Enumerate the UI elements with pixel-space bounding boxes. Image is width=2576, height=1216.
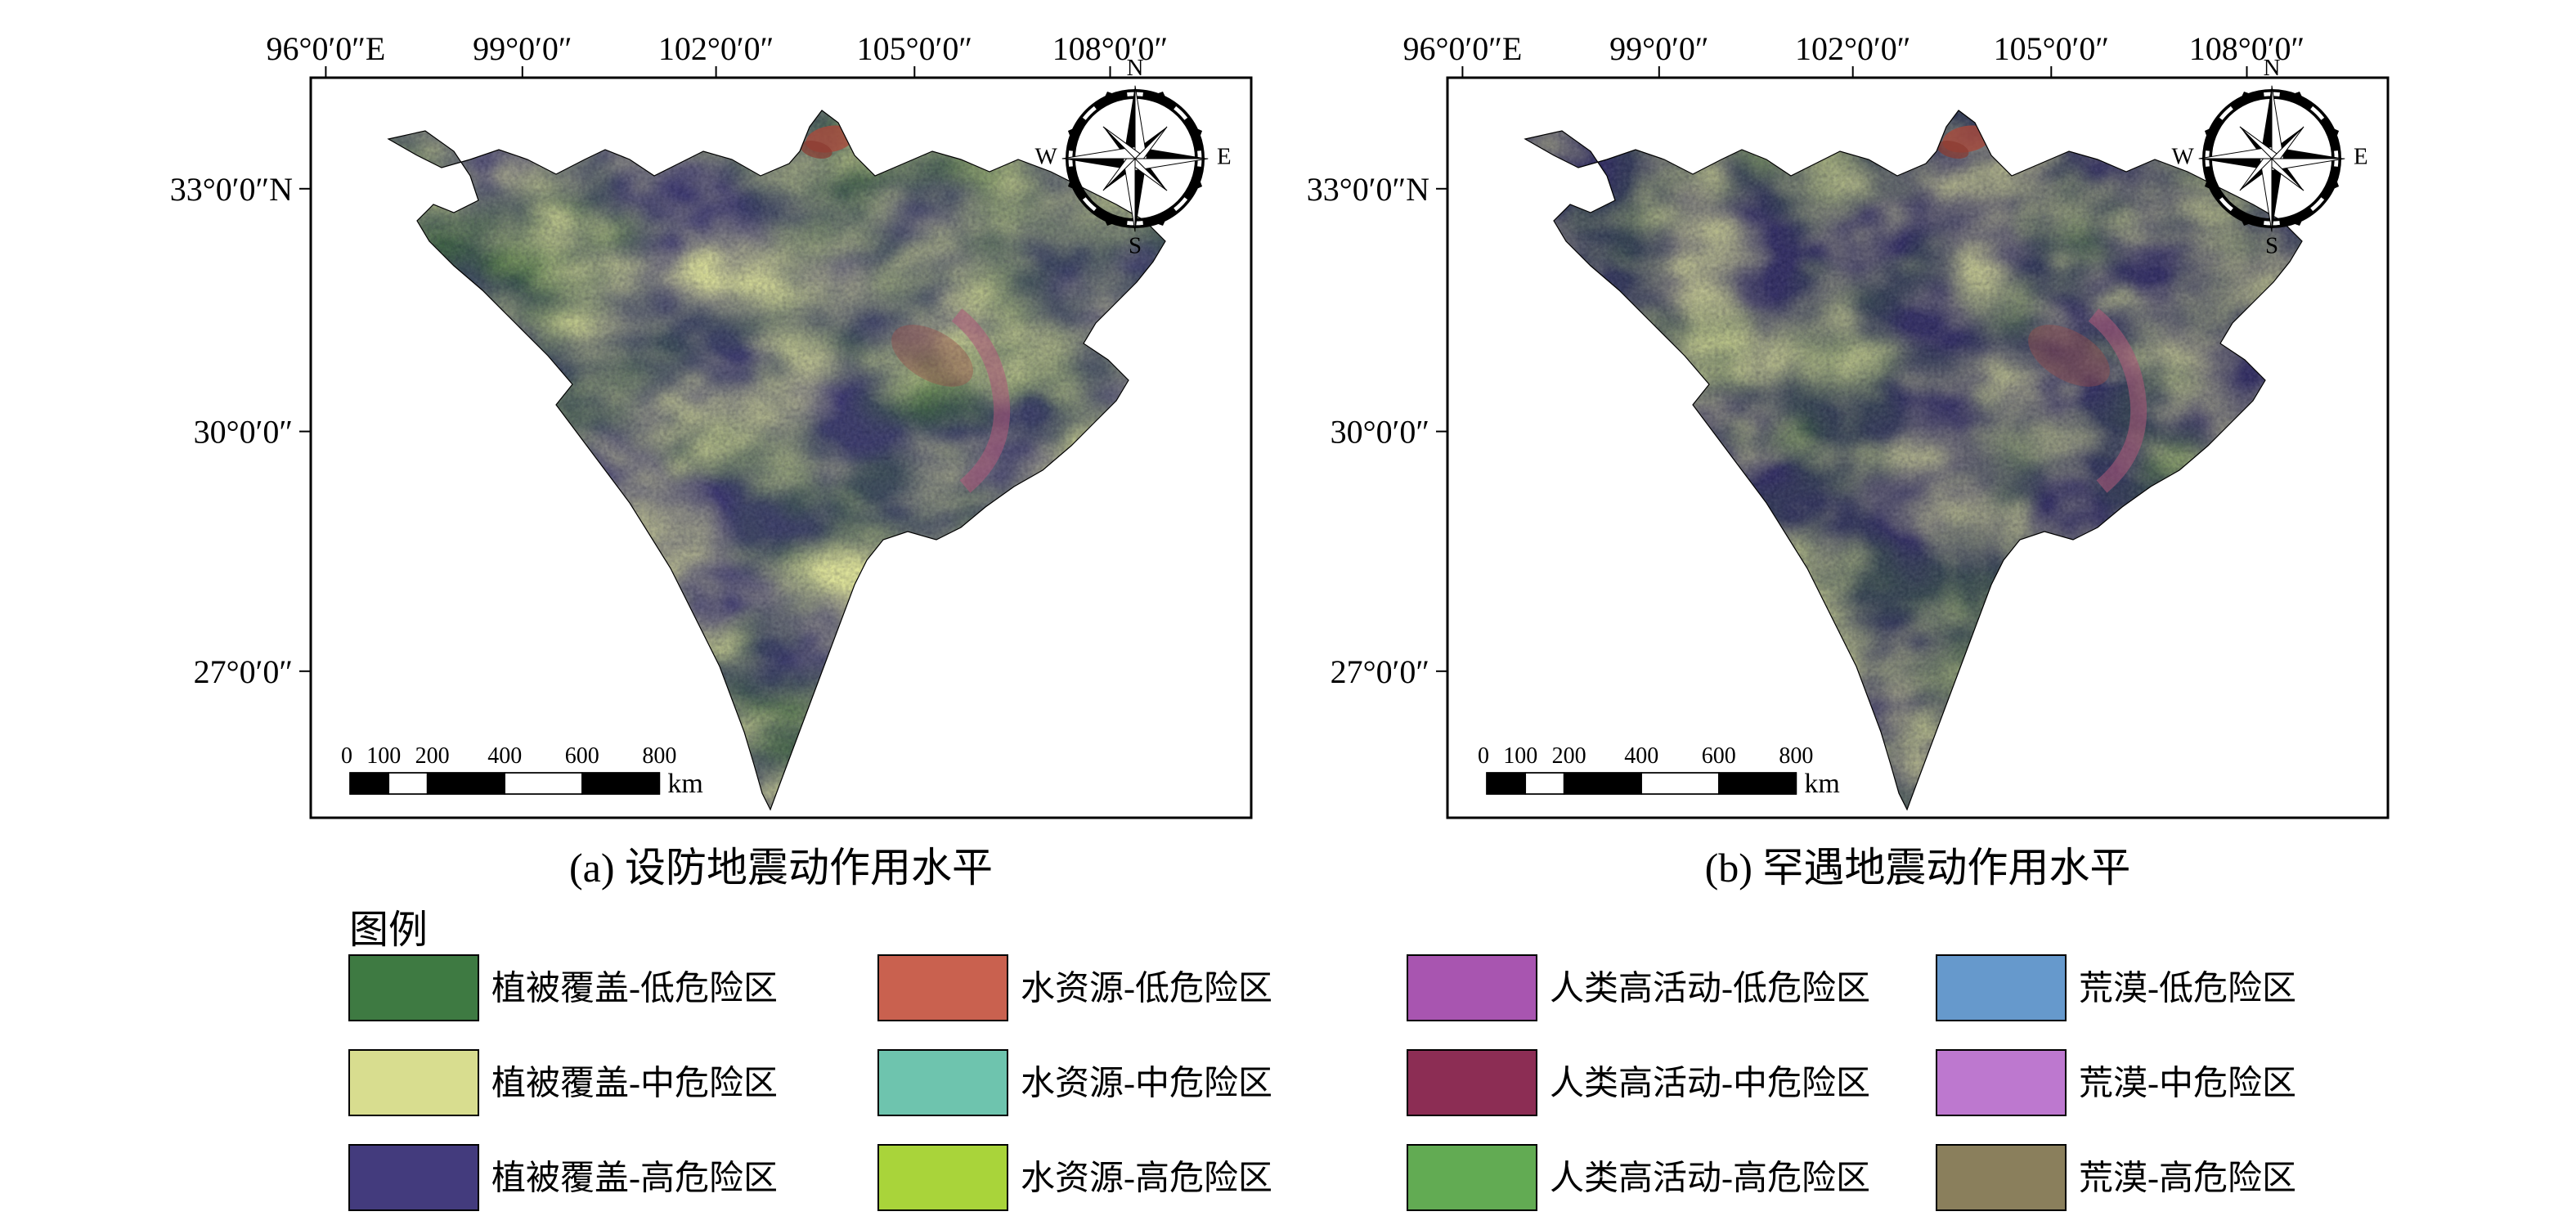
svg-text:N: N (1127, 55, 1144, 81)
svg-text:400: 400 (1624, 743, 1658, 769)
svg-text:800: 800 (642, 743, 676, 769)
svg-text:水资源-高危险区: 水资源-高危险区 (1021, 1159, 1272, 1197)
svg-text:W: W (2172, 144, 2195, 170)
svg-text:27°0′0″: 27°0′0″ (194, 653, 293, 690)
svg-text:96°0′0″E: 96°0′0″E (1402, 30, 1522, 67)
svg-text:N: N (2264, 55, 2281, 81)
svg-text:人类高活动-高危险区: 人类高活动-高危险区 (1550, 1159, 1870, 1197)
svg-text:30°0′0″: 30°0′0″ (194, 414, 293, 451)
svg-text:0: 0 (1478, 743, 1489, 769)
svg-text:水资源-低危险区: 水资源-低危险区 (1021, 969, 1272, 1007)
svg-text:108°0′0″: 108°0′0″ (1052, 30, 1168, 67)
svg-text:27°0′0″: 27°0′0″ (1331, 653, 1429, 690)
svg-text:人类高活动-低危险区: 人类高活动-低危险区 (1550, 969, 1870, 1007)
svg-text:荒漠-低危险区: 荒漠-低危险区 (2079, 969, 2296, 1007)
svg-text:105°0′0″: 105°0′0″ (857, 30, 972, 67)
svg-text:100: 100 (1503, 743, 1537, 769)
svg-text:E: E (2354, 144, 2368, 170)
svg-text:(b) 罕遇地震动作用水平: (b) 罕遇地震动作用水平 (1705, 845, 2131, 891)
svg-text:S: S (1129, 232, 1142, 258)
svg-text:W: W (1035, 144, 1058, 170)
svg-text:105°0′0″: 105°0′0″ (1994, 30, 2109, 67)
svg-text:S: S (2265, 232, 2278, 258)
svg-text:km: km (667, 769, 702, 799)
svg-text:km: km (1804, 769, 1839, 799)
svg-text:30°0′0″: 30°0′0″ (1331, 414, 1429, 451)
svg-text:人类高活动-中危险区: 人类高活动-中危险区 (1550, 1064, 1870, 1102)
svg-text:99°0′0″: 99°0′0″ (1609, 30, 1708, 67)
svg-text:800: 800 (1779, 743, 1813, 769)
svg-text:102°0′0″: 102°0′0″ (1795, 30, 1910, 67)
svg-text:99°0′0″: 99°0′0″ (473, 30, 572, 67)
svg-text:植被覆盖-高危险区: 植被覆盖-高危险区 (491, 1159, 778, 1197)
svg-text:600: 600 (565, 743, 599, 769)
svg-text:荒漠-中危险区: 荒漠-中危险区 (2079, 1064, 2296, 1102)
svg-text:102°0′0″: 102°0′0″ (658, 30, 774, 67)
svg-text:200: 200 (1552, 743, 1586, 769)
svg-text:荒漠-高危险区: 荒漠-高危险区 (2079, 1159, 2296, 1197)
svg-text:33°0′0″N: 33°0′0″N (170, 171, 293, 208)
svg-text:水资源-中危险区: 水资源-中危险区 (1021, 1064, 1272, 1102)
svg-text:108°0′0″: 108°0′0″ (2189, 30, 2304, 67)
svg-text:植被覆盖-中危险区: 植被覆盖-中危险区 (491, 1064, 778, 1102)
svg-text:植被覆盖-低危险区: 植被覆盖-低危险区 (491, 969, 778, 1007)
svg-text:600: 600 (1702, 743, 1736, 769)
svg-text:100: 100 (366, 743, 401, 769)
svg-text:(a) 设防地震动作用水平: (a) 设防地震动作用水平 (569, 845, 993, 891)
svg-text:400: 400 (487, 743, 522, 769)
svg-text:200: 200 (415, 743, 450, 769)
svg-text:图例: 图例 (349, 909, 428, 952)
svg-text:96°0′0″E: 96°0′0″E (266, 30, 385, 67)
svg-text:0: 0 (341, 743, 352, 769)
svg-text:33°0′0″N: 33°0′0″N (1307, 171, 1429, 208)
svg-text:E: E (1217, 144, 1232, 170)
